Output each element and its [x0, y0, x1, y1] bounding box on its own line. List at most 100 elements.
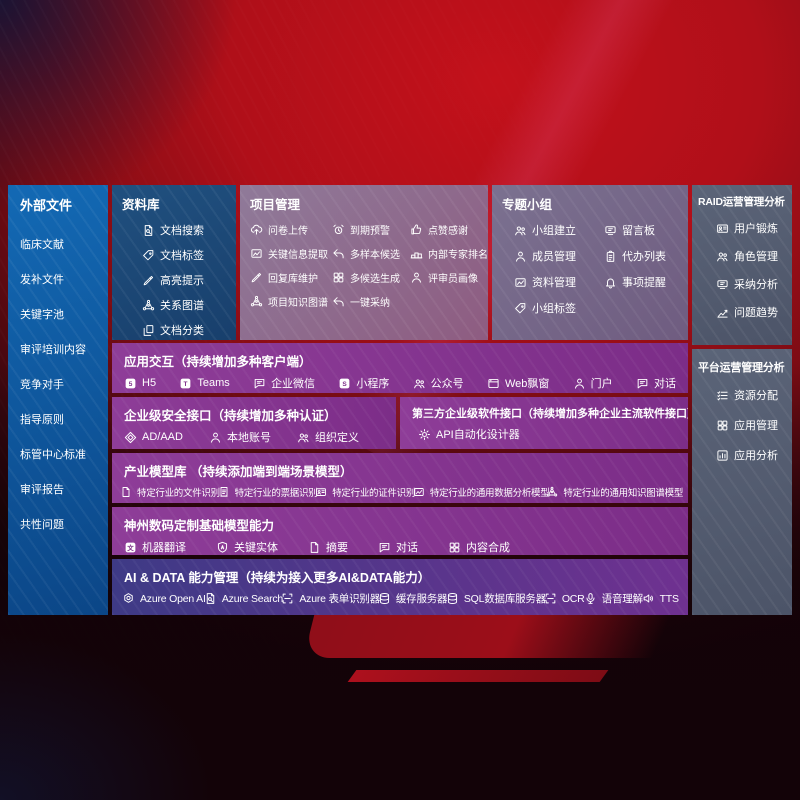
- summary-icon: [308, 541, 321, 554]
- api-item: API自动化设计器: [418, 426, 520, 442]
- svg-text:文: 文: [126, 542, 134, 551]
- capability-map-slide: 外部文件 临床文献 发补文件 关键字池 审评培训内容: [8, 185, 792, 615]
- sidebar-item: 临床文献: [20, 236, 96, 252]
- feature-item-label: 用户锻炼: [734, 223, 778, 235]
- feature-item: 文档分类: [142, 322, 230, 338]
- feature-item-label: 应用分析: [734, 450, 778, 462]
- reminder-icon: [604, 276, 617, 289]
- panel-knowledge-base: 资料库 文档搜索 文档标签 高亮提示: [112, 185, 236, 340]
- feature-item: 一键采纳: [332, 294, 410, 309]
- doc-category-icon: [142, 324, 155, 337]
- h5-icon: 5: [124, 377, 137, 390]
- sidebar-title: 外部文件: [20, 198, 73, 213]
- industry-model-list: 特定行业的文件识别 特定行业的票据识别 特定行业的证件识别 特定行业的通用数据分…: [112, 485, 688, 499]
- sidebar-item-label: 竞争对手: [20, 379, 64, 391]
- capability-item: 语音理解: [584, 591, 643, 606]
- speech-understanding-icon: [584, 592, 597, 605]
- due-warning-icon: [332, 223, 345, 236]
- model-item-label: 特定行业的证件识别: [332, 488, 416, 499]
- feature-item: 回复库维护: [250, 270, 332, 285]
- capability-item: 缓存服务器: [378, 591, 448, 606]
- org-definition-icon: [297, 431, 310, 444]
- capability-item: OCR: [544, 592, 585, 605]
- feature-item: 代办列表: [604, 248, 682, 264]
- feature-item: 问题趋势: [716, 304, 788, 320]
- key-info-extraction-icon: [250, 247, 263, 260]
- industry-file-recognition-icon: [120, 486, 132, 498]
- project-knowledge-graph-icon: [250, 295, 263, 308]
- feature-item: 问卷上传: [250, 222, 332, 237]
- feature-item-label: 项目知识图谱: [268, 298, 328, 309]
- feature-item-label: 代办列表: [622, 251, 666, 263]
- feature-item: 留言板: [604, 222, 682, 238]
- capability-item: SQL数据库服务器: [446, 591, 546, 606]
- feature-item: 小组建立: [514, 222, 604, 238]
- expert-ranking-icon: [410, 247, 423, 260]
- feature-item-label: 到期预警: [350, 226, 390, 237]
- panel-platform-ops-title: 平台运营管理分析: [698, 362, 785, 374]
- feature-item-label: 多样本候选: [350, 250, 400, 261]
- feature-item: 项目知识图谱: [250, 294, 332, 309]
- feature-item-label: 内部专家排名: [428, 250, 488, 261]
- feature-item-label: 资料管理: [532, 277, 576, 289]
- raid-ops-feature-list: 用户锻炼 角色管理 采纳分析 问题趋势: [692, 213, 792, 320]
- highlight-icon: [142, 274, 155, 287]
- model-item: 文 机器翻译: [124, 539, 186, 555]
- feature-item: 资料管理: [514, 274, 604, 290]
- platform-ops-feature-list: 资源分配 应用管理 应用分析: [692, 379, 792, 463]
- sidebar-list: 临床文献 发补文件 关键字池 审评培训内容 竞争对手: [8, 218, 108, 532]
- feature-item: 高亮提示: [142, 272, 230, 288]
- model-item: 特定行业的通用数据分析模型: [413, 485, 550, 499]
- capability-item-label: 缓存服务器: [395, 593, 448, 605]
- feature-item: 角色管理: [716, 248, 788, 264]
- capability-item-label: Azure 表单识别器: [299, 593, 380, 605]
- sidebar-item-label: 共性问题: [20, 519, 64, 531]
- model-item-label: 特定行业的票据识别: [234, 488, 318, 499]
- feature-item: 资源分配: [716, 387, 788, 403]
- relation-graph-icon: [142, 299, 155, 312]
- row-app-interaction-title: 应用交互（持续增加多种客户端）: [124, 355, 312, 369]
- client-item-label: H5: [142, 377, 157, 389]
- panel-topic-groups: 专题小组 小组建立 留言板 成员管理: [492, 185, 688, 340]
- row-ai-data-title: AI & DATA 能力管理（持续为接入更多AI&DATA能力）: [124, 571, 431, 585]
- auth-item: AD/AAD: [124, 431, 183, 444]
- row-thirdparty-software-api: 第三方企业级软件接口（持续增加多种企业主流软件接口） API自动化设计器: [400, 397, 688, 449]
- client-item: 5 H5: [124, 377, 156, 390]
- sidebar-external-files: 外部文件 临床文献 发补文件 关键字池 审评培训内容: [8, 185, 108, 615]
- local-account-icon: [209, 431, 222, 444]
- client-item: 对话: [636, 375, 676, 391]
- capability-item-label: Azure Open AI: [140, 592, 206, 605]
- auth-item: 组织定义: [297, 429, 359, 445]
- model-item: 内容合成: [448, 539, 510, 555]
- feature-item-label: 文档搜索: [160, 225, 204, 237]
- one-click-adoption-icon: [332, 295, 345, 308]
- sidebar-item: 共性问题: [20, 516, 96, 532]
- sidebar-item-label: 审评培训内容: [20, 344, 86, 356]
- machine-translation-icon: 文: [124, 541, 137, 554]
- resource-allocation-icon: [716, 389, 729, 402]
- tts-icon: [642, 592, 655, 605]
- portal-icon: [573, 377, 586, 390]
- client-item-label: 公众号: [430, 378, 464, 390]
- doc-search-icon: [142, 224, 155, 237]
- multi-candidate-generation-icon: [332, 271, 345, 284]
- sidebar-item: 审评报告: [20, 481, 96, 497]
- row-digital-title: 神州数码定制基础模型能力: [124, 519, 275, 533]
- sidebar-item: 发补文件: [20, 271, 96, 287]
- panel-topic-groups-title: 专题小组: [502, 198, 553, 212]
- feature-item-label: 关键信息提取: [268, 250, 328, 261]
- feature-item: 内部专家排名: [410, 246, 488, 261]
- sidebar-item: 标管中心标准: [20, 446, 96, 462]
- app-analysis-icon: [716, 449, 729, 462]
- cache-server-icon: [378, 592, 391, 605]
- feature-item-label: 一键采纳: [350, 298, 390, 309]
- feature-item: 成员管理: [514, 248, 604, 264]
- client-item: Web飘窗: [487, 375, 549, 391]
- feature-item-label: 点赞感谢: [428, 226, 468, 237]
- thirdparty-api-list: API自动化设计器: [400, 426, 688, 442]
- azure-form-recognizer-icon: [281, 592, 294, 605]
- row-enterprise-security-api: 企业级安全接口（持续增加多种认证） AD/AAD 本地账号 组织定义: [112, 397, 396, 449]
- feature-item-label: 成员管理: [532, 251, 576, 263]
- wechat-work-icon: [253, 377, 266, 390]
- member-manage-icon: [514, 250, 527, 263]
